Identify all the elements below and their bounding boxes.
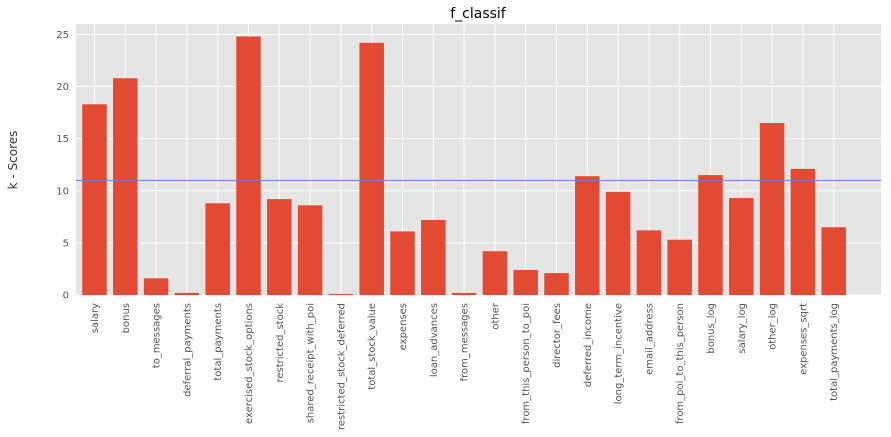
- y-tick-label: 10: [56, 186, 69, 197]
- bar-restricted-stock: [267, 199, 292, 295]
- bar-restricted-stock-deferred: [328, 293, 354, 295]
- bar-total-payments-log: [821, 227, 846, 295]
- x-tick-label: bonus_log: [706, 303, 717, 354]
- x-tick-label: total_payments: [213, 303, 224, 381]
- y-tick-label: 20: [56, 82, 69, 93]
- x-tick-label: loan_advances: [429, 303, 440, 377]
- x-tick-label: restricted_stock_deferred: [336, 303, 347, 430]
- x-tick-label: salary: [90, 303, 101, 333]
- x-tick-label: salary_log: [737, 303, 748, 354]
- bar-bonus-log: [698, 175, 723, 295]
- x-tick-label: expenses: [398, 303, 409, 350]
- bar-salary: [82, 104, 107, 295]
- x-tick-label: other: [490, 302, 501, 330]
- x-tick-label: to_messages: [152, 303, 163, 368]
- x-tick-label: from_messages: [460, 303, 471, 381]
- chart-title: f_classif: [450, 6, 507, 22]
- bar-other-log: [759, 123, 785, 296]
- bar-expenses-sqrt: [790, 168, 816, 295]
- bar-bonus: [113, 78, 138, 295]
- bar-exercised-stock-options: [236, 36, 261, 295]
- bar-loan-advances: [421, 219, 446, 295]
- bar-deferral-payments: [174, 292, 200, 295]
- y-axis-title: k - Scores: [6, 131, 20, 190]
- x-tick-label: from_poi_to_this_person: [675, 303, 686, 424]
- y-tick-label: 5: [63, 238, 69, 249]
- x-tick-label: bonus: [121, 303, 132, 333]
- x-tick-labels: salary bonus to_messages deferral_payments t…: [90, 302, 840, 430]
- x-tick-label: from_this_person_to_poi: [521, 303, 532, 424]
- y-tick-label: 0: [63, 291, 69, 302]
- bar-other: [482, 251, 508, 295]
- x-tick-label: long_term_incentive: [614, 303, 625, 404]
- x-tick-label: deferred_income: [583, 303, 594, 387]
- y-tick-label: 15: [56, 134, 69, 145]
- x-tick-label: shared_receipt_with_poi: [306, 303, 317, 423]
- bar-from-messages: [451, 292, 477, 295]
- x-tick-label: restricted_stock: [275, 303, 286, 383]
- bar-long-term-incentive: [605, 191, 631, 295]
- bar-email-address: [636, 230, 662, 295]
- bar-total-payments: [205, 203, 230, 295]
- bar-from-poi-to-this-person: [667, 239, 692, 295]
- bar-director-fees: [544, 273, 569, 295]
- bar-salary-log: [729, 198, 754, 295]
- x-tick-label: exercised_stock_options: [244, 303, 255, 424]
- bar-shared-receipt-with-poi: [297, 205, 323, 295]
- bar-expenses: [390, 231, 415, 295]
- x-tick-label: director_fees: [552, 303, 563, 368]
- y-tick-label: 25: [56, 30, 69, 41]
- bar-to-messages: [143, 278, 169, 295]
- x-tick-label: total_payments_log: [829, 303, 840, 401]
- x-tick-label: total_stock_value: [367, 303, 378, 390]
- x-tick-label: other_log: [768, 303, 779, 350]
- bar-from-this-person-to-poi: [513, 269, 538, 295]
- x-tick-label: deferral_payments: [182, 303, 193, 397]
- y-tick-labels: 0 5 10 15 20 25: [56, 30, 69, 302]
- bar-deferred-income: [575, 176, 600, 295]
- bars: [82, 36, 846, 296]
- x-tick-label: email_address: [644, 303, 655, 375]
- bar-total-stock-value: [359, 42, 384, 296]
- x-tick-label: expenses_sqrt: [798, 303, 809, 375]
